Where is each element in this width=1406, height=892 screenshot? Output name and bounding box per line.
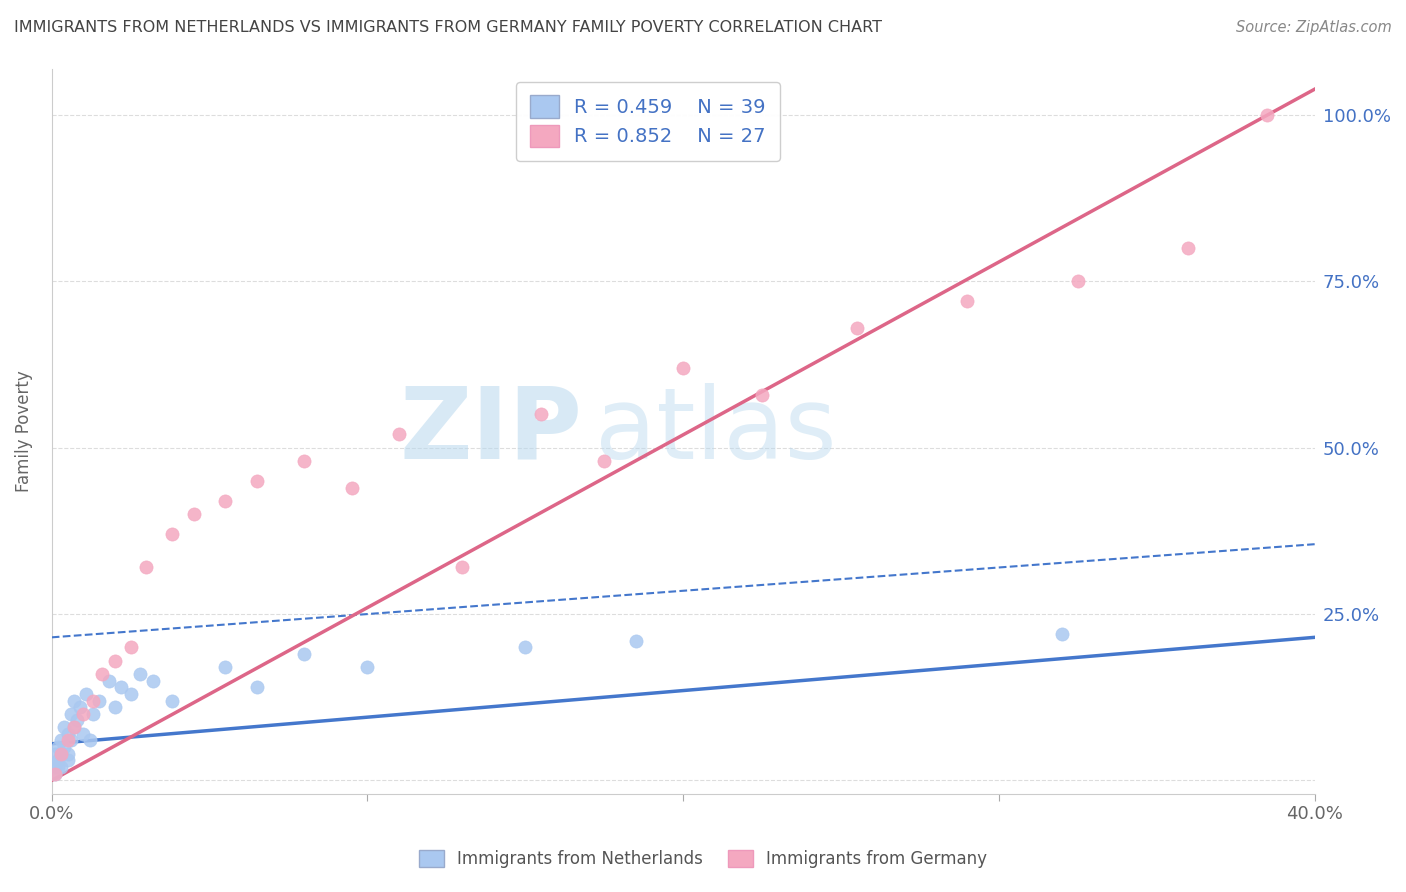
Point: [1177, 241, 1199, 255]
Point: [56, 747, 79, 761]
Point: [135, 560, 157, 574]
Point: [53, 720, 76, 734]
Point: [63, 720, 86, 734]
Point: [246, 680, 269, 694]
Point: [59, 706, 82, 721]
Point: [63, 693, 86, 707]
Y-axis label: Family Poverty: Family Poverty: [15, 370, 32, 492]
Point: [44, 766, 66, 780]
Point: [79, 733, 101, 747]
Point: [292, 454, 315, 468]
Point: [129, 667, 152, 681]
Point: [515, 640, 537, 655]
Point: [388, 427, 411, 442]
Point: [76, 687, 98, 701]
Point: [82, 706, 104, 721]
Point: [110, 680, 132, 694]
Point: [69, 700, 91, 714]
Point: [246, 474, 269, 488]
Point: [104, 654, 127, 668]
Point: [160, 693, 183, 707]
Point: [956, 294, 979, 309]
Point: [63, 720, 86, 734]
Point: [214, 494, 236, 508]
Point: [56, 727, 79, 741]
Point: [97, 673, 120, 688]
Point: [292, 647, 315, 661]
Point: [46, 753, 69, 767]
Point: [356, 660, 378, 674]
Point: [46, 740, 69, 755]
Point: [530, 408, 553, 422]
Legend: Immigrants from Netherlands, Immigrants from Germany: Immigrants from Netherlands, Immigrants …: [412, 843, 994, 875]
Point: [66, 714, 89, 728]
Point: [104, 700, 127, 714]
Point: [53, 740, 76, 755]
Point: [51, 747, 73, 761]
Point: [751, 387, 773, 401]
Point: [845, 321, 868, 335]
Point: [672, 360, 695, 375]
Point: [340, 481, 363, 495]
Point: [44, 760, 66, 774]
Point: [91, 667, 114, 681]
Point: [82, 693, 104, 707]
Point: [44, 766, 66, 780]
Point: [46, 760, 69, 774]
Point: [51, 747, 73, 761]
Point: [183, 508, 205, 522]
Text: Source: ZipAtlas.com: Source: ZipAtlas.com: [1236, 20, 1392, 35]
Point: [72, 727, 94, 741]
Point: [56, 733, 79, 747]
Text: ZIP: ZIP: [399, 383, 582, 480]
Point: [1067, 274, 1090, 288]
Legend: R = 0.459    N = 39, R = 0.852    N = 27: R = 0.459 N = 39, R = 0.852 N = 27: [516, 82, 779, 161]
Text: IMMIGRANTS FROM NETHERLANDS VS IMMIGRANTS FROM GERMANY FAMILY POVERTY CORRELATIO: IMMIGRANTS FROM NETHERLANDS VS IMMIGRANT…: [14, 20, 882, 35]
Point: [87, 693, 110, 707]
Point: [56, 753, 79, 767]
Point: [51, 760, 73, 774]
Point: [59, 733, 82, 747]
Point: [72, 706, 94, 721]
Point: [214, 660, 236, 674]
Point: [51, 733, 73, 747]
Point: [1050, 627, 1073, 641]
Point: [593, 454, 616, 468]
Point: [1256, 108, 1278, 122]
Point: [160, 527, 183, 541]
Point: [120, 687, 142, 701]
Point: [624, 633, 647, 648]
Text: atlas: atlas: [595, 383, 837, 480]
Point: [120, 640, 142, 655]
Point: [44, 747, 66, 761]
Point: [142, 673, 165, 688]
Point: [451, 560, 474, 574]
